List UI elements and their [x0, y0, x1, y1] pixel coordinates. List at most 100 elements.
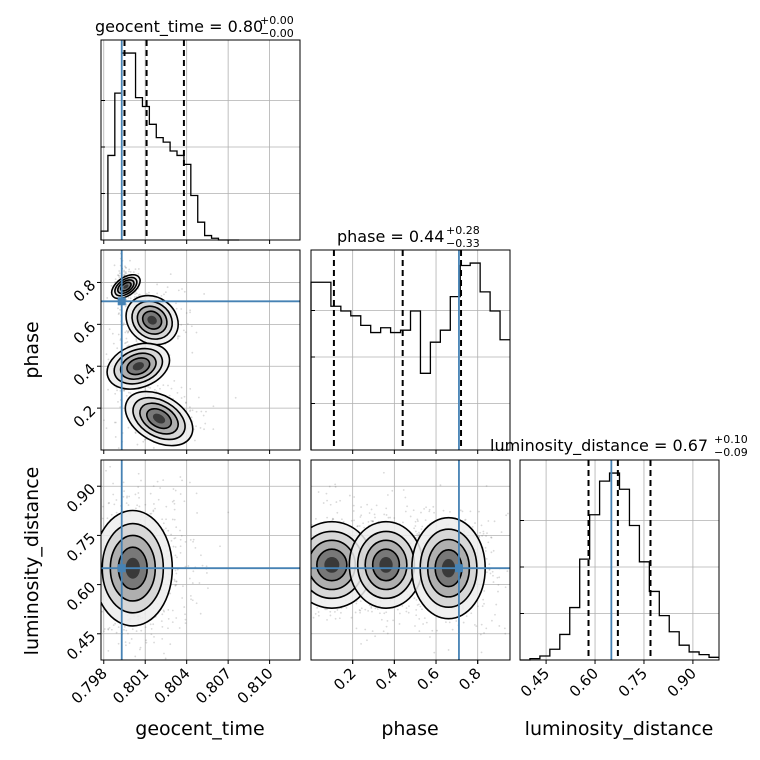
- sample-point: [105, 469, 107, 472]
- sample-point: [488, 563, 491, 566]
- sample-point: [360, 607, 363, 610]
- sample-point: [370, 520, 373, 522]
- sample-point: [304, 555, 306, 557]
- sample-point: [464, 519, 466, 521]
- sample-point: [103, 628, 106, 630]
- sample-point: [470, 612, 473, 615]
- sample-point: [120, 666, 122, 668]
- sample-point: [275, 575, 277, 577]
- sample-point: [114, 280, 117, 283]
- density-level: [147, 315, 157, 325]
- sample-point: [156, 664, 158, 666]
- sample-point: [170, 539, 173, 542]
- sample-point: [161, 625, 164, 628]
- sample-point: [123, 625, 126, 628]
- sample-point: [418, 533, 421, 536]
- sample-point: [366, 639, 368, 642]
- sample-point: [503, 627, 506, 630]
- sample-point: [234, 396, 237, 399]
- sample-point: [308, 562, 310, 564]
- sample-point: [93, 562, 95, 564]
- sample-point: [134, 431, 137, 434]
- sample-point: [122, 481, 125, 484]
- sample-point: [203, 428, 205, 431]
- sample-point: [118, 270, 121, 272]
- sample-point: [92, 531, 94, 533]
- sample-point: [455, 620, 458, 622]
- sample-point: [406, 505, 409, 508]
- y-tick-label: 0.6: [70, 318, 100, 348]
- sample-point: [350, 616, 353, 619]
- sample-point: [114, 421, 117, 424]
- sample-point: [125, 629, 128, 632]
- sample-point: [416, 518, 419, 521]
- sample-point: [374, 607, 377, 610]
- truth-marker: [117, 297, 126, 306]
- sample-point: [491, 619, 493, 622]
- title-phase-plus: +0.28: [446, 224, 480, 237]
- sample-point: [134, 655, 137, 658]
- sample-point: [114, 392, 117, 395]
- sample-point: [149, 386, 152, 389]
- sample-point: [171, 518, 174, 521]
- sample-point: [293, 595, 295, 597]
- sample-point: [423, 507, 426, 510]
- sample-point: [367, 521, 370, 523]
- sample-point: [123, 490, 125, 493]
- title-phase: phase = 0.44: [337, 227, 444, 246]
- sample-point: [62, 622, 64, 624]
- truth-marker: [454, 564, 463, 573]
- sample-point: [398, 612, 401, 615]
- sample-point: [95, 421, 97, 423]
- sample-point: [292, 616, 294, 618]
- sample-point: [465, 615, 468, 618]
- sample-point: [478, 535, 480, 538]
- sample-point: [462, 621, 465, 624]
- sample-point: [331, 518, 334, 521]
- sample-point: [360, 514, 363, 517]
- sample-point: [476, 605, 479, 608]
- sample-point: [167, 609, 170, 611]
- sample-point: [174, 554, 177, 557]
- sample-point: [54, 539, 56, 541]
- contour-line: [124, 390, 194, 447]
- sample-point: [85, 610, 87, 612]
- sample-point: [433, 511, 435, 514]
- sample-point: [308, 532, 310, 534]
- sample-point: [385, 611, 388, 614]
- sample-point: [447, 649, 450, 651]
- sample-point: [205, 572, 208, 574]
- sample-point: [375, 504, 378, 507]
- sample-point: [173, 502, 176, 505]
- sample-point: [128, 268, 131, 271]
- sample-point: [200, 410, 203, 413]
- sample-point: [490, 536, 492, 539]
- sample-point: [125, 266, 128, 269]
- sample-point: [173, 518, 176, 521]
- sample-point: [359, 611, 361, 614]
- y-tick-label: 0.75: [63, 529, 99, 565]
- sample-point: [125, 272, 128, 275]
- sample-point: [117, 274, 120, 277]
- sample-point: [170, 533, 173, 536]
- sample-point: [374, 635, 377, 638]
- sample-point: [196, 512, 198, 514]
- sample-point: [418, 534, 420, 536]
- sample-point: [130, 638, 133, 640]
- sample-point: [139, 646, 142, 649]
- title-geocent-time: geocent_time = 0.80: [95, 17, 263, 37]
- x-tick-label: 0.8: [455, 664, 485, 694]
- sample-point: [459, 509, 462, 512]
- sample-point: [282, 581, 284, 583]
- sample-point: [297, 491, 299, 493]
- sample-point: [171, 621, 174, 624]
- sample-point: [367, 609, 370, 612]
- sample-point: [164, 657, 167, 660]
- sample-point: [112, 482, 114, 485]
- sample-point: [113, 421, 116, 424]
- title-geocent-time-plus: +0.00: [260, 14, 294, 27]
- sample-point: [328, 485, 331, 488]
- sample-point: [421, 608, 423, 611]
- axes-frame: [310, 249, 511, 451]
- sample-point: [115, 499, 118, 501]
